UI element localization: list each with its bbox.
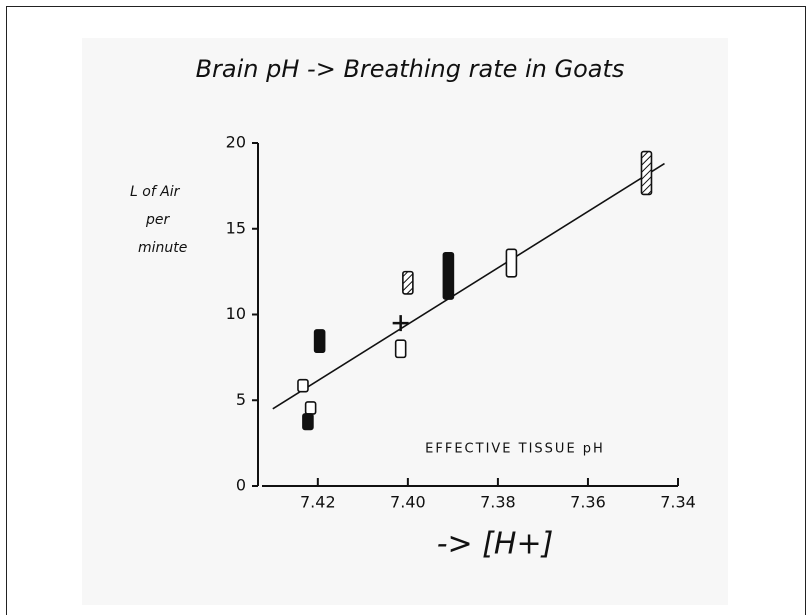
- y-tick-label: 0: [236, 476, 246, 495]
- y-axis-label: per: [145, 212, 171, 228]
- range-bar: [298, 380, 308, 392]
- x-tick-label: 7.42: [300, 493, 336, 512]
- range-bar: [315, 330, 325, 352]
- range-bar: [403, 272, 413, 294]
- chart: Brain pH -> Breathing rate in Goats L of…: [0, 0, 812, 615]
- x-tick-label: 7.36: [570, 493, 606, 512]
- y-axis-label: L of Air: [130, 184, 181, 200]
- x-tick-label: 7.38: [480, 493, 516, 512]
- range-bar: [443, 253, 453, 299]
- range-bar: [506, 249, 516, 276]
- y-axis-label: minute: [138, 240, 187, 256]
- chart-title: Brain pH -> Breathing rate in Goats: [196, 55, 625, 83]
- y-tick-label: 20: [226, 133, 246, 152]
- annotation: -> [H+]: [437, 527, 554, 562]
- x-axis-label: EFFECTIVE TISSUE pH: [425, 442, 605, 457]
- y-tick-label: 10: [226, 304, 246, 323]
- page: {"chart_data": {"type": "scatter", "titl…: [0, 0, 812, 615]
- range-bar: [306, 402, 316, 414]
- range-bar: [396, 340, 406, 357]
- range-bar: [641, 152, 651, 195]
- y-tick-label: 15: [226, 218, 246, 237]
- x-tick-label: 7.34: [660, 493, 696, 512]
- paper: [82, 38, 728, 605]
- range-bar: [303, 414, 313, 429]
- x-tick-label: 7.40: [390, 493, 426, 512]
- y-tick-label: 5: [236, 390, 246, 409]
